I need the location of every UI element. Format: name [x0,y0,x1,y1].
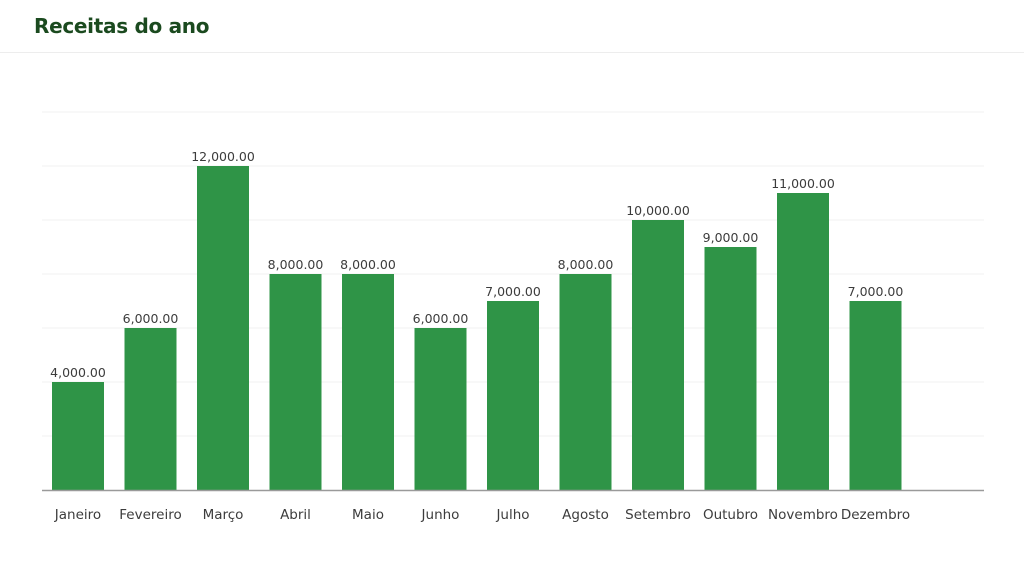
data-label: 8,000.00 [340,257,396,272]
x-tick-label: Outubro [703,507,758,523]
data-label: 4,000.00 [50,365,106,380]
x-tick-label: Dezembro [841,507,910,523]
bar [632,220,684,490]
data-label: 8,000.00 [268,257,324,272]
data-label: 6,000.00 [413,311,469,326]
bar [777,193,829,490]
x-tick-label: Março [203,507,244,523]
x-tick-label: Fevereiro [119,507,181,523]
bar [269,274,322,490]
x-axis-tick-labels: Janeiro Fevereiro Março Abril Maio Junho Julho… [54,507,910,523]
bar [342,274,394,490]
bar [487,301,539,490]
data-label: 7,000.00 [485,284,541,299]
data-label: 7,000.00 [848,284,904,299]
bars [52,166,902,490]
data-label: 12,000.00 [191,149,255,164]
x-tick-label: Abril [280,507,311,523]
bar [124,328,177,490]
bar [704,247,757,490]
data-labels: 4,000.00 6,000.00 12,000.00 8,000.00 8,000.0… [50,149,903,380]
data-label: 11,000.00 [771,176,835,191]
x-tick-label: Novembro [768,507,838,523]
x-tick-label: Agosto [562,507,609,523]
data-label: 9,000.00 [703,230,759,245]
x-tick-label: Julho [495,507,529,523]
header: Receitas do ano [0,0,1024,53]
x-tick-label: Junho [421,507,460,523]
bar [52,382,104,490]
x-tick-label: Setembro [625,507,691,523]
bar [849,301,902,490]
x-tick-label: Maio [352,507,384,523]
page-title: Receitas do ano [34,14,210,38]
bar [197,166,249,490]
bar [414,328,467,490]
data-label: 8,000.00 [558,257,614,272]
data-label: 6,000.00 [123,311,179,326]
data-label: 10,000.00 [626,203,690,218]
x-tick-label: Janeiro [54,507,101,523]
bar [559,274,612,490]
